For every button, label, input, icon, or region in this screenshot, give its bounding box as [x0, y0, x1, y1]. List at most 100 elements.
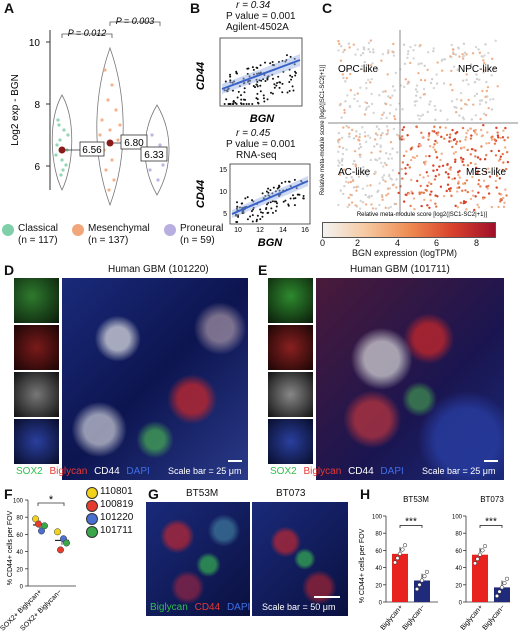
b-top-point	[229, 75, 232, 78]
b-top-point	[240, 98, 243, 101]
c-cell-point	[370, 151, 373, 154]
c-cell-point	[433, 148, 437, 152]
c-cell-point	[337, 159, 340, 162]
c-cell-point	[375, 143, 379, 146]
e-stain-biglycan: Biglycan	[303, 466, 342, 477]
c-cell-point	[356, 173, 359, 176]
c-cell-point	[495, 186, 498, 189]
c-cell-point	[414, 44, 417, 47]
c-cell-point	[417, 114, 420, 117]
c-cell-point	[376, 133, 379, 137]
c-cell-point	[494, 179, 497, 183]
c-cell-point	[459, 156, 463, 159]
c-cell-point	[389, 205, 392, 209]
f-point-101711	[41, 522, 48, 530]
c-cell-point	[385, 125, 389, 128]
c-cell-point	[479, 158, 482, 161]
c-cell-point	[355, 185, 358, 189]
b-top-point	[259, 64, 262, 67]
c-cell-point	[448, 140, 451, 143]
c-cell-point	[464, 135, 468, 139]
c-cell-point	[412, 48, 415, 52]
b-top-point	[271, 61, 274, 64]
c-cell-point	[487, 192, 491, 195]
d-stain-biglycan: Biglycan	[49, 466, 88, 477]
b-ytick-5: 5	[223, 211, 227, 218]
c-cell-point	[448, 189, 452, 193]
c-cell-point	[412, 197, 416, 200]
c-cell-point	[395, 186, 398, 189]
c-cell-point	[340, 45, 343, 48]
c-cell-point	[476, 172, 479, 175]
c-cell-point	[388, 112, 392, 115]
b-bottom-scatter: 15 10 5 10 12 14 16 CD44 BGN	[195, 163, 311, 249]
c-cell-point	[481, 55, 484, 59]
b-top-point	[264, 79, 267, 82]
h-ytick-label: 100	[372, 515, 383, 521]
c-cell-point	[496, 134, 500, 137]
c-cell-point	[487, 106, 490, 110]
b-top-point	[257, 102, 260, 105]
c-cbar-tick-0: 0	[320, 238, 326, 248]
d-title: Human GBM (101220)	[108, 264, 209, 275]
c-cell-point	[419, 78, 423, 82]
c-cell-point	[464, 138, 467, 141]
c-cell-point	[374, 171, 377, 174]
c-cell-point	[387, 192, 390, 196]
d-inset-biglycan	[14, 325, 59, 370]
b-top-point	[273, 86, 276, 89]
b-bottom-point	[251, 199, 254, 202]
c-cell-point	[353, 149, 357, 153]
f-legend-swatch-101220	[86, 513, 98, 525]
b-bottom-point	[235, 221, 238, 223]
c-cell-point	[451, 48, 455, 51]
c-cell-point	[341, 50, 345, 54]
c-cell-point	[409, 158, 413, 162]
c-cell-point	[381, 52, 385, 56]
b-top-point	[237, 90, 240, 93]
c-cell-point	[383, 161, 387, 165]
c-cell-point	[453, 138, 457, 141]
h-point	[424, 569, 430, 574]
c-cell-point	[435, 73, 438, 76]
f-ylabel: % CD44+ cells per FOV	[7, 510, 14, 585]
c-cbar-tick-8: 8	[474, 238, 480, 248]
c-cell-point	[361, 187, 365, 190]
c-cell-point	[359, 199, 362, 203]
c-cell-point	[457, 46, 460, 49]
c-cell-point	[451, 88, 454, 92]
c-cell-point	[481, 134, 485, 137]
c-cell-point	[484, 43, 487, 46]
c-cell-point	[387, 95, 390, 98]
c-cell-point	[338, 161, 341, 165]
f-ytick-label: 40	[16, 550, 23, 556]
c-cell-point	[409, 204, 412, 208]
c-cell-point	[454, 53, 457, 56]
c-cell-point	[487, 141, 491, 145]
c-cell-point	[344, 180, 348, 183]
c-cell-point	[354, 53, 357, 56]
e-stain-cd44: CD44	[348, 466, 374, 477]
c-cell-point	[474, 166, 478, 169]
c-cell-point	[384, 206, 387, 210]
b-top-point	[263, 100, 266, 103]
c-cell-point	[483, 54, 486, 57]
c-cell-point	[378, 94, 381, 97]
c-cell-point	[439, 158, 442, 162]
c-cell-point	[357, 185, 360, 188]
f-point-110801	[54, 528, 61, 536]
b-top-p: P value = 0.001	[226, 11, 296, 22]
b-top-point	[256, 92, 259, 95]
f-point-100819	[57, 546, 64, 554]
b-bottom-point	[246, 218, 249, 221]
c-cell-point	[363, 113, 367, 116]
g-title-bt073: BT073	[276, 488, 306, 499]
c-cell-point	[358, 135, 361, 139]
c-cell-point	[478, 51, 482, 55]
c-cell-point	[465, 179, 468, 182]
c-cell-point	[417, 62, 421, 66]
e-stain-dapi: DAPI	[380, 466, 404, 477]
c-cell-point	[434, 150, 438, 154]
c-cell-point	[367, 105, 371, 108]
c-cell-point	[428, 154, 431, 158]
